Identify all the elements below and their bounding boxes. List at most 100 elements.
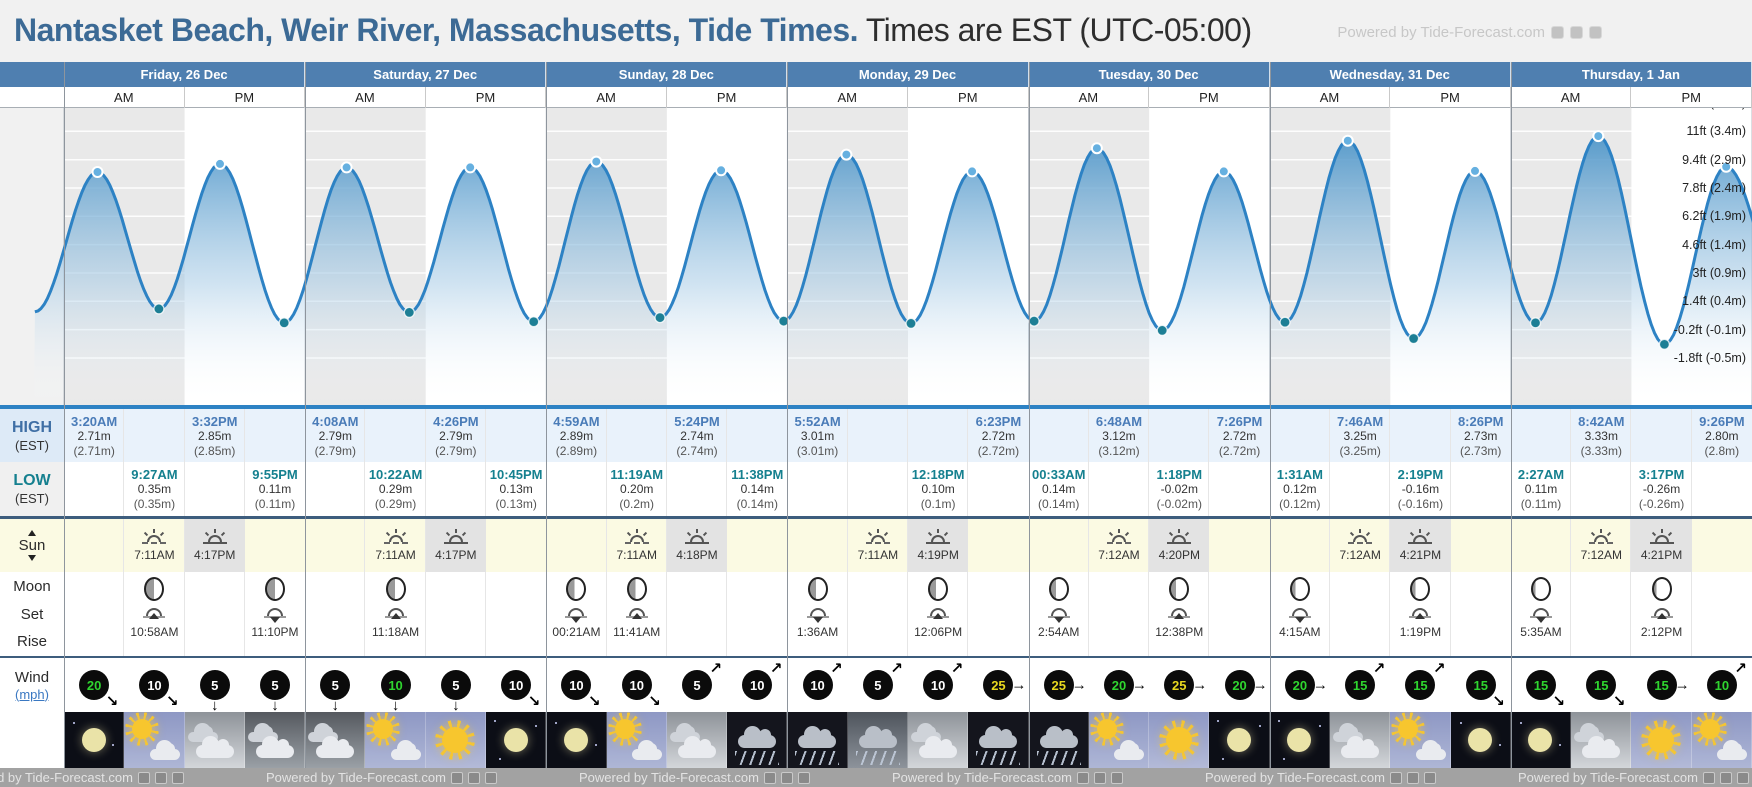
wind-row: Wind (mph) 20 ↘ 10 ↘ 5 ↓ 5 ↓ 5 ↓ 10 ↓ 5 ↓ 10 ↘ 10 ↘ 10 ↘ 5 ↗ 1… (0, 658, 1752, 712)
cloud-icon (1341, 736, 1379, 758)
tide-time: 4:59AM (553, 414, 600, 429)
sort-down-icon[interactable] (28, 555, 36, 561)
footer-credit-text[interactable]: Powered by Tide-Forecast.com (1205, 770, 1385, 785)
app-store-badge-icon[interactable] (450, 771, 463, 784)
wind-speed-badge: 10 ↘ (139, 670, 178, 709)
windows-store-badge-icon[interactable] (484, 771, 497, 784)
low-tide-cell: 11:19AM 0.20m (0.2m) (607, 462, 667, 516)
tide-height: -0.26m (1642, 482, 1681, 496)
moon-event-cell: 11:10PM (245, 572, 305, 656)
cell-separator (667, 409, 728, 462)
windows-store-badge-icon[interactable] (1736, 771, 1749, 784)
footer-credit-text[interactable]: Powered by Tide-Forecast.com (0, 770, 133, 785)
wind-direction-arrow-icon: → (1071, 676, 1087, 694)
wind-speed-value: 10 (501, 670, 532, 700)
wind-speed-badge: 10 ↗ (742, 661, 782, 700)
tide-time: 3:32PM (191, 414, 238, 429)
footer-credit[interactable]: Powered by Tide-Forecast.com (266, 768, 497, 787)
cloud-icon (390, 740, 421, 760)
windows-store-badge-icon[interactable] (1589, 26, 1602, 39)
low-tide-cell: 10:22AM 0.29m (0.29m) (365, 462, 425, 516)
moon-event-cell: 11:18AM (365, 572, 425, 656)
play-store-badge-icon[interactable] (1719, 771, 1732, 784)
play-store-badge-icon[interactable] (780, 771, 793, 784)
moon-event-cell: 5:35AM (1511, 572, 1571, 656)
moon-icon (81, 728, 106, 752)
cell-separator (1270, 519, 1330, 572)
tide-time: 4:08AM (312, 414, 359, 429)
wind-direction-arrow-icon: → (1132, 676, 1147, 694)
low-tide-cell: 1:18PM -0.02m (-0.02m) (1149, 462, 1209, 516)
footer-credit[interactable]: Powered by Tide-Forecast.com (1518, 768, 1749, 787)
app-store-badge-icon[interactable] (1389, 771, 1402, 784)
tide-time: 11:38PM (731, 467, 784, 482)
moon-phase-icon (1048, 577, 1069, 601)
ampm-label: AM (305, 87, 426, 108)
high-tide-point (966, 165, 979, 178)
cell-separator (848, 572, 908, 656)
footer-credit-text[interactable]: Powered by Tide-Forecast.com (892, 770, 1072, 785)
app-store-badge-icon[interactable] (1076, 771, 1089, 784)
wind-direction-arrow-icon: ↗ (829, 660, 843, 677)
moonrise-icon (384, 608, 408, 622)
wind-speed-badge: 20 → (1104, 670, 1147, 700)
cell-separator (1571, 572, 1632, 656)
wind-speed-badge: 10 ↗ (923, 661, 963, 700)
play-store-badge-icon[interactable] (1570, 26, 1583, 39)
play-store-badge-icon[interactable] (467, 771, 480, 784)
sun-icon (1692, 712, 1727, 746)
ampm-label: PM (1631, 87, 1752, 108)
windows-store-badge-icon[interactable] (797, 771, 810, 784)
tide-height: 3.01m (800, 429, 835, 443)
tide-time: 7:26PM (1216, 414, 1263, 429)
tide-time: 12:18PM (911, 467, 965, 482)
tide-height: 3.25m (1343, 429, 1377, 443)
app-store-badge-icon[interactable] (1551, 26, 1564, 39)
windows-store-badge-icon[interactable] (1110, 771, 1123, 784)
wind-speed-badge: 5 ↓ (199, 670, 230, 712)
tide-time: 8:42AM (1578, 414, 1625, 429)
wind-speed-value: 5 (260, 670, 290, 700)
footer-credit[interactable]: Powered by Tide-Forecast.com (1205, 768, 1436, 787)
weather-icon-clear-night (1510, 712, 1572, 768)
moonrise-time: 11:41AM (613, 625, 661, 639)
footer-credit[interactable]: Powered by Tide-Forecast.com (579, 768, 810, 787)
sort-up-icon[interactable] (28, 530, 36, 536)
play-store-badge-icon[interactable] (1406, 771, 1419, 784)
y-axis-label: 11ft (3.4m) (1686, 124, 1746, 139)
footer-credit-text[interactable]: Powered by Tide-Forecast.com (266, 770, 446, 785)
app-store-badge-icon[interactable] (1702, 771, 1715, 784)
weather-icon-rain-night (1028, 712, 1089, 768)
rain-icon (976, 751, 1021, 765)
footer-credit[interactable]: Powered by Tide-Forecast.com (892, 768, 1123, 787)
wind-speed-badge: 20 → (1224, 670, 1268, 700)
high-tide-cell: 3:20AM 2.71m (2.71m) (64, 409, 124, 462)
sunrise-icon (1587, 529, 1615, 545)
windows-store-badge-icon[interactable] (171, 771, 184, 784)
sunset-icon (683, 529, 711, 545)
play-store-badge-icon[interactable] (1093, 771, 1106, 784)
wind-direction-arrow-icon: ↗ (769, 660, 783, 677)
windows-store-badge-icon[interactable] (1423, 771, 1436, 784)
cell-separator (1029, 572, 1089, 656)
cell-separator (1631, 462, 1692, 516)
app-store-badge-icon[interactable] (763, 771, 776, 784)
app-store-badge-icon[interactable] (137, 771, 150, 784)
footer-credit-text[interactable]: Powered by Tide-Forecast.com (579, 770, 759, 785)
page-title-timezone: Times are EST (UTC-05:00) (858, 12, 1252, 48)
footer-credit[interactable]: Powered by Tide-Forecast.com (0, 768, 184, 787)
wind-speed-value: 10 (923, 670, 954, 700)
cell-separator (848, 462, 908, 516)
wind-unit-link[interactable]: (mph) (15, 686, 49, 702)
tide-height-alt: (0.29m) (374, 497, 417, 511)
wind-direction-arrow-icon: → (1011, 676, 1027, 694)
sunset-time: 4:17PM (435, 548, 477, 562)
ampm-label: PM (1390, 87, 1511, 108)
weather-icon-sunny (1149, 712, 1210, 768)
play-store-badge-icon[interactable] (154, 771, 167, 784)
sun-row-label[interactable]: Sun (0, 519, 64, 572)
ampm-label: PM (426, 87, 547, 108)
footer-credit-text[interactable]: Powered by Tide-Forecast.com (1518, 770, 1698, 785)
wind-speed-badge: 5 ↓ (440, 670, 471, 712)
weather-icon-cloudy (666, 712, 728, 768)
